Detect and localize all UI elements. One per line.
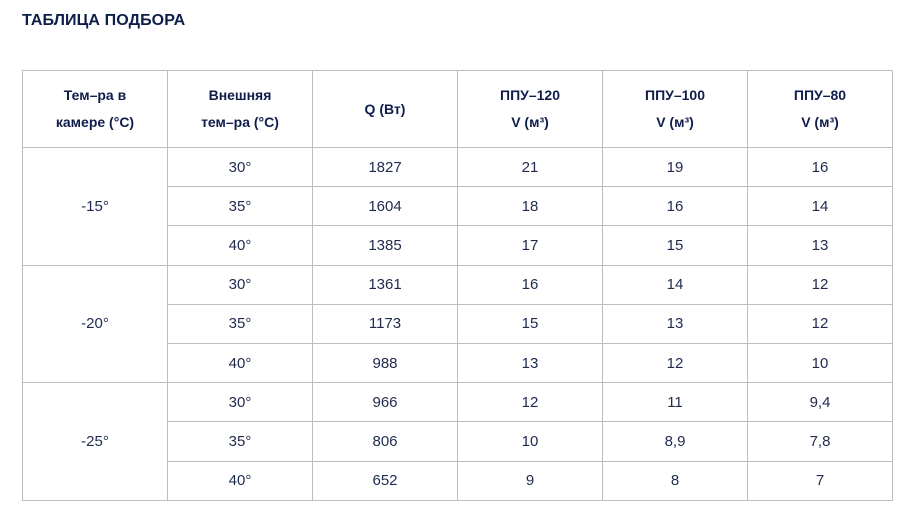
ppu-100-cell: 11 (602, 382, 748, 423)
header-outside-temp: Внешняя тем–ра (°C) (167, 70, 313, 148)
header-chamber-temp: Тем–ра в камере (°C) (22, 70, 168, 148)
ppu-100-cell: 16 (602, 186, 748, 227)
page-title: ТАБЛИЦА ПОДБОРА (22, 12, 186, 29)
ppu-100-cell: 12 (602, 342, 748, 384)
ppu-120-cell: 18 (457, 186, 603, 227)
header-ppu-80: ППУ–80 V (м³) (747, 70, 893, 148)
ppu-80-cell: 9,4 (747, 382, 893, 423)
outside-temp-cell: 30° (167, 146, 313, 188)
q-cell: 988 (312, 342, 458, 384)
ppu-100-cell: 8,9 (602, 421, 748, 462)
header-line: камере (°C) (55, 114, 135, 130)
table-row: 35° 806 10 8,9 7,8 (23, 421, 893, 462)
table-header-row: Тем–ра в камере (°C) Внешняя тем–ра (°C) Q (… (22, 70, 893, 148)
table-row: 40° 1385 17 15 13 (23, 225, 893, 266)
outside-temp-cell: 40° (167, 342, 313, 384)
ppu-120-cell: 9 (457, 460, 603, 501)
q-cell: 806 (312, 421, 458, 462)
header-line: Тем–ра в (63, 87, 127, 103)
header-line: Q (Вт) (364, 100, 406, 117)
header-line: ППУ–100 (645, 87, 705, 103)
q-cell: 966 (312, 382, 458, 423)
ppu-80-cell: 7 (747, 460, 893, 501)
header-line: V (м³) (801, 114, 839, 130)
header-ppu-120: ППУ–120 V (м³) (457, 70, 603, 148)
q-cell: 652 (312, 460, 458, 501)
q-cell: 1385 (312, 225, 458, 266)
ppu-80-cell: 12 (747, 303, 893, 344)
header-line: V (м³) (511, 114, 549, 130)
ppu-80-cell: 7,8 (747, 421, 893, 462)
outside-temp-cell: 40° (167, 460, 313, 501)
table-row: 35° 1173 15 13 12 (23, 303, 893, 344)
header-line: тем–ра (°C) (201, 114, 279, 130)
header-line: Внешняя (208, 87, 272, 103)
table-row: -15° 30° 1827 21 19 16 (22, 146, 893, 266)
ppu-100-cell: 14 (602, 264, 748, 305)
header-ppu-100: ППУ–100 V (м³) (602, 70, 748, 148)
selection-table: Тем–ра в камере (°C) Внешняя тем–ра (°C) Q (… (22, 70, 893, 501)
chamber-temp-cell: -20° (22, 264, 168, 384)
table-row: 40° 988 13 12 10 (23, 342, 893, 384)
ppu-80-cell: 16 (747, 146, 893, 188)
ppu-120-cell: 10 (457, 421, 603, 462)
outside-temp-cell: 40° (167, 225, 313, 266)
ppu-80-cell: 12 (747, 264, 893, 305)
outside-temp-cell: 30° (167, 382, 313, 423)
header-q: Q (Вт) (312, 70, 458, 148)
table-row: -20° 30° 1361 16 14 12 (22, 264, 893, 384)
outside-temp-cell: 35° (167, 186, 313, 227)
outside-temp-cell: 35° (167, 421, 313, 462)
table-row: 40° 652 9 8 7 (23, 460, 893, 501)
ppu-80-cell: 10 (747, 342, 893, 384)
ppu-80-cell: 14 (747, 186, 893, 227)
header-line: ППУ–80 (793, 87, 847, 103)
q-cell: 1827 (312, 146, 458, 188)
q-cell: 1604 (312, 186, 458, 227)
table-row: -25° 30° 966 12 11 9,4 (22, 382, 893, 501)
q-cell: 1173 (312, 303, 458, 344)
ppu-100-cell: 8 (602, 460, 748, 501)
ppu-120-cell: 17 (457, 225, 603, 266)
header-line: V (м³) (656, 114, 694, 130)
q-cell: 1361 (312, 264, 458, 305)
chamber-temp-cell: -15° (22, 147, 168, 266)
ppu-120-cell: 16 (457, 264, 603, 305)
outside-temp-cell: 35° (167, 303, 313, 344)
ppu-100-cell: 19 (602, 146, 748, 188)
ppu-100-cell: 15 (602, 225, 748, 266)
ppu-120-cell: 12 (457, 382, 603, 423)
header-line: ППУ–120 (500, 87, 560, 103)
ppu-120-cell: 15 (457, 303, 603, 344)
ppu-80-cell: 13 (747, 225, 893, 266)
table-row: 35° 1604 18 16 14 (23, 186, 893, 227)
ppu-120-cell: 13 (457, 342, 603, 384)
ppu-100-cell: 13 (602, 303, 748, 344)
chamber-temp-cell: -25° (22, 382, 168, 501)
outside-temp-cell: 30° (167, 264, 313, 305)
ppu-120-cell: 21 (457, 146, 603, 188)
